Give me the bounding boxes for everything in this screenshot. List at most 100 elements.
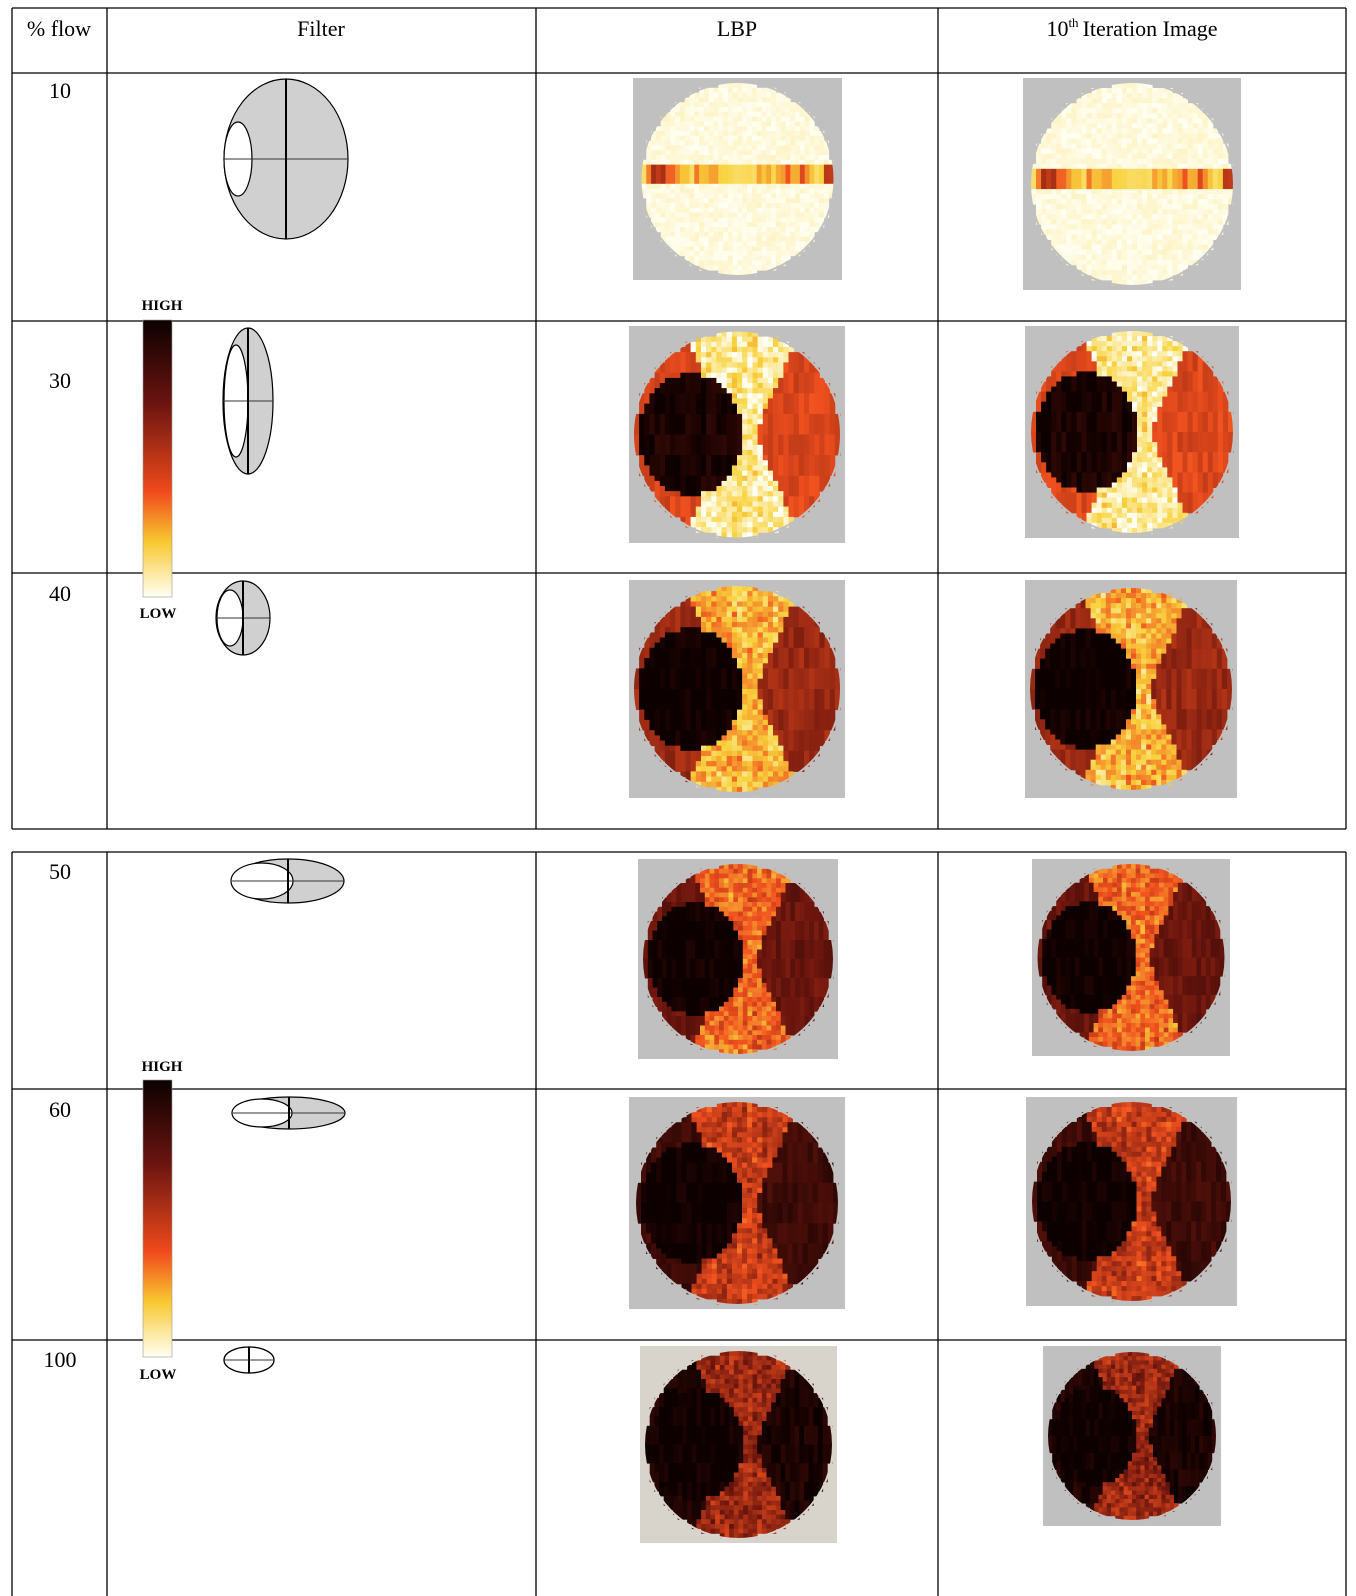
image-pixel [670,440,676,446]
image-pixel [1167,144,1173,150]
image-pixel [1162,250,1168,256]
image-pixel [1051,194,1057,200]
image-pixel [675,112,680,117]
image-pixel [789,471,795,477]
image-pixel [766,237,771,242]
image-pixel [1117,255,1123,261]
image-pixel [1087,407,1093,413]
image-pixel [1046,224,1052,230]
image-pixel [651,189,656,194]
figures [216,78,1241,1543]
image-pixel [1167,392,1173,398]
image-pixel [1127,199,1133,205]
image-pixel [758,362,764,368]
image-pixel [1061,159,1067,165]
image-pixel [830,445,836,451]
image-pixel [819,160,824,165]
image-pixel [727,347,733,353]
image-pixel [1122,498,1128,504]
image-pixel [1082,118,1088,124]
image-pixel [704,121,709,126]
image-pixel [1046,382,1052,388]
image-pixel [1112,134,1118,140]
image-pixel [1193,214,1199,220]
image-pixel [1066,108,1072,114]
image-pixel [1127,265,1133,271]
image-pixel [696,486,702,492]
image-pixel [1031,422,1037,428]
image-pixel [1152,229,1158,235]
image-pixel [1127,331,1133,337]
image-pixel [747,256,752,261]
image-pixel [1172,397,1178,403]
image-pixel [763,435,769,441]
image-pixel [727,362,733,368]
image-pixel [699,155,704,160]
image-pixel [718,265,723,270]
image-pixel [696,476,702,482]
image-pixel [1092,245,1098,251]
image-pixel [786,131,791,136]
image-pixel [757,169,762,174]
image-pixel [1188,174,1194,180]
image-pixel [771,107,776,112]
image-pixel [1061,397,1067,403]
image-pixel [773,491,779,497]
image-pixel [763,471,769,477]
image-pixel [1051,184,1057,190]
image-pixel [786,251,791,256]
image-pixel [757,184,762,189]
image-pixel [680,198,685,203]
image-pixel [1188,250,1194,256]
image-pixel [1208,189,1214,195]
image-pixel [814,150,819,155]
image-pixel [1218,184,1224,190]
image-pixel [723,265,728,270]
image-pixel [1127,528,1133,534]
image-pixel [1183,382,1189,388]
image-pixel [1087,118,1093,124]
image-pixel [1082,483,1088,489]
image-pixel [665,388,671,394]
image-pixel [701,522,707,528]
image-pixel [716,424,722,430]
image-pixel [1132,113,1138,119]
image-pixel [1112,260,1118,266]
image-pixel [742,246,747,251]
image-pixel [696,357,702,363]
image-pixel [704,107,709,112]
image-pixel [706,357,712,363]
image-pixel [1142,523,1148,529]
filter-diagram [232,1097,345,1129]
image-pixel [1203,128,1209,134]
image-pixel [1041,184,1047,190]
image-pixel [1203,134,1209,140]
image-pixel [1147,382,1153,388]
image-pixel [747,184,752,189]
image-pixel [1188,134,1194,140]
image-pixel [1056,189,1062,195]
image-pixel [723,217,728,222]
image-pixel [786,203,791,208]
image-pixel [1046,397,1052,403]
image-pixel [1097,402,1103,408]
image-pixel [722,455,728,461]
image-pixel [1208,134,1214,140]
image-pixel [752,112,757,117]
image-pixel [768,388,774,394]
image-pixel [1142,88,1148,94]
image-pixel [778,455,784,461]
image-pixel [1071,427,1077,433]
image-pixel [722,471,728,477]
image-pixel [694,160,699,165]
image-pixel [763,414,769,420]
image-pixel [794,486,800,492]
image-pixel [1102,452,1108,458]
image-pixel [757,107,762,112]
image-pixel [732,419,738,425]
image-pixel [1198,361,1204,367]
image-pixel [1152,371,1158,377]
image-pixel [783,398,789,404]
image-pixel [699,141,704,146]
image-pixel [722,424,728,430]
